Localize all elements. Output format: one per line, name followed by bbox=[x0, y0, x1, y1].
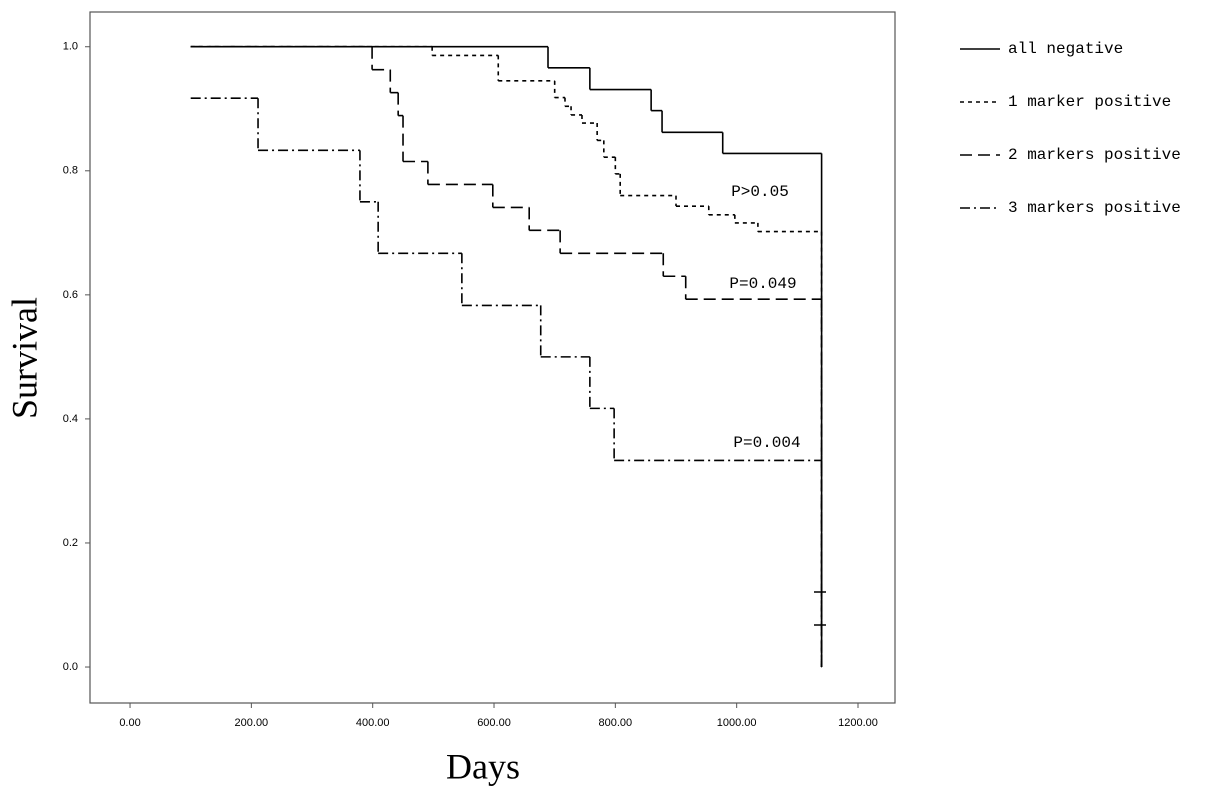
x-tick-label: 800.00 bbox=[599, 717, 633, 729]
x-tick-label: 200.00 bbox=[235, 717, 269, 729]
y-tick-label: 0.4 bbox=[63, 413, 78, 425]
y-tick-label: 0.2 bbox=[63, 537, 78, 549]
legend-label: 1 marker positive bbox=[1008, 93, 1171, 111]
p-value-annotation: P>0.05 bbox=[731, 183, 789, 201]
x-tick-label: 600.00 bbox=[477, 717, 511, 729]
y-tick-label: 0.8 bbox=[63, 165, 78, 177]
x-tick-label: 400.00 bbox=[356, 717, 390, 729]
legend-label: 3 markers positive bbox=[1008, 199, 1181, 217]
x-axis-title: Days bbox=[446, 746, 520, 786]
legend-label: all negative bbox=[1008, 40, 1123, 58]
y-tick-label: 1.0 bbox=[63, 41, 78, 53]
x-tick-label: 0.00 bbox=[119, 717, 140, 729]
y-tick-label: 0.0 bbox=[63, 661, 78, 673]
x-tick-label: 1000.00 bbox=[717, 717, 757, 729]
y-tick-label: 0.6 bbox=[63, 289, 78, 301]
p-value-annotation: P=0.004 bbox=[733, 434, 800, 452]
p-value-annotation: P=0.049 bbox=[729, 275, 796, 293]
plot-frame bbox=[89, 11, 896, 704]
legend-label: 2 markers positive bbox=[1008, 146, 1181, 164]
y-axis-title: Survival bbox=[4, 297, 44, 419]
x-tick-label: 1200.00 bbox=[838, 717, 878, 729]
